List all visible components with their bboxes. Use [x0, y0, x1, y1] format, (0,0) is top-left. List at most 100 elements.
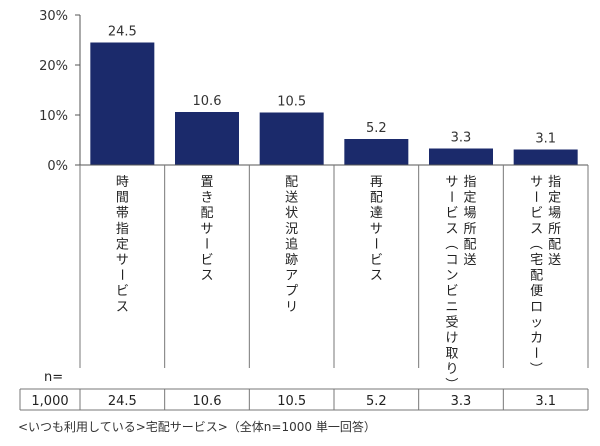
category-char: ビ	[445, 284, 458, 299]
value-labels: 24.5 10.6 10.5 5.2 3.3 3.1	[108, 25, 556, 147]
category-char: 取	[445, 347, 458, 362]
category-char: カ	[530, 331, 543, 346]
category-char: サ	[370, 222, 383, 237]
category-char: き	[200, 191, 213, 206]
category-char: ー	[113, 268, 128, 281]
chart-caption: <いつも利用している>宅配サービス>（全体n=1000 単一回答）	[18, 420, 376, 434]
category-char: 配	[530, 269, 543, 284]
data-table: n= 1,000 24.5 10.6 10.5 5.2 3.3 3.1	[19, 370, 589, 411]
category-char: ス	[445, 222, 458, 237]
value-label: 5.2	[366, 121, 387, 136]
bar	[259, 112, 324, 165]
value-label: 3.1	[535, 132, 556, 147]
category-char: 送	[548, 253, 561, 268]
category-char: ス	[116, 300, 129, 315]
category-char: 便	[530, 284, 543, 299]
category-char: ビ	[445, 206, 458, 221]
category-labels: 時間帯指定サービス置き配サービス配送状況追跡アプリ再配達サービス指定場所配送サー…	[113, 175, 561, 390]
y-tick-label: 10%	[39, 109, 68, 124]
category-char: 指	[548, 175, 561, 190]
category-char: ー	[528, 190, 543, 203]
table-cell-value: 3.3	[451, 394, 472, 409]
y-tick-label: 30%	[39, 9, 68, 24]
category-char: 跡	[285, 252, 298, 268]
category-char: （	[443, 237, 458, 250]
category-char: 配	[548, 237, 561, 252]
category-char: 配	[463, 237, 476, 252]
table-n-header: n=	[44, 370, 63, 385]
category-char: ー	[367, 237, 382, 250]
category-char: ス	[200, 269, 213, 284]
category-char: プ	[285, 284, 298, 299]
bar	[90, 42, 155, 165]
category-char: 定	[548, 191, 561, 206]
category-char: ー	[443, 190, 458, 203]
category-char: 追	[285, 236, 298, 252]
category-char: 時	[116, 175, 129, 190]
category-char: サ	[116, 253, 129, 268]
category-char: サ	[200, 222, 213, 237]
category-char: 定	[116, 237, 129, 252]
category-char: 所	[463, 222, 476, 237]
category-char: サ	[445, 175, 458, 190]
category-char: ）	[528, 362, 543, 375]
category-char: り	[445, 362, 458, 377]
category-char: 配	[285, 175, 298, 190]
value-label: 3.3	[451, 131, 472, 146]
category-char: 定	[463, 191, 476, 206]
category-char: ビ	[370, 253, 383, 268]
category-char: コ	[445, 253, 458, 268]
value-label: 24.5	[108, 25, 137, 40]
table-n-value: 1,000	[31, 394, 68, 409]
category-char: 況	[285, 222, 298, 237]
category-char: 指	[116, 222, 129, 237]
category-char: 受	[445, 315, 458, 330]
category-char: ）	[443, 377, 458, 390]
category-char: ア	[285, 269, 298, 284]
category-char: 配	[370, 191, 383, 206]
category-char: 場	[548, 206, 561, 221]
category-char: サ	[530, 175, 543, 190]
table-cell-value: 24.5	[108, 394, 137, 409]
category-char: 宅	[530, 253, 543, 268]
category-frame	[79, 164, 589, 368]
y-axis-ticks: 0% 10% 20% 30%	[39, 9, 80, 174]
category-char: ニ	[445, 300, 458, 315]
bar	[344, 139, 409, 165]
category-char: 指	[463, 175, 476, 190]
table-cell-value: 5.2	[366, 394, 387, 409]
category-char: 送	[285, 191, 298, 206]
category-char: ン	[445, 269, 458, 284]
table-cell-value: 10.5	[277, 394, 306, 409]
y-tick-label: 20%	[39, 59, 68, 74]
y-tick-label: 0%	[47, 159, 68, 174]
category-char: 間	[116, 191, 129, 206]
category-char: 場	[463, 206, 476, 221]
category-char: ビ	[200, 253, 213, 268]
table-cell-value: 3.1	[535, 394, 556, 409]
bars	[90, 42, 578, 165]
category-char: ビ	[530, 206, 543, 221]
category-char: 再	[370, 175, 383, 190]
category-char: 達	[370, 206, 383, 221]
bar	[513, 149, 578, 165]
value-label: 10.6	[193, 94, 222, 109]
category-char: 状	[285, 206, 298, 221]
category-char: ス	[530, 222, 543, 237]
category-char: ス	[370, 269, 383, 284]
category-char: ビ	[116, 284, 129, 299]
bar	[175, 112, 239, 165]
category-char: （	[528, 237, 543, 250]
category-char: け	[445, 331, 458, 346]
category-char: 送	[463, 253, 476, 268]
category-char: 帯	[116, 206, 129, 221]
category-char: 所	[548, 222, 561, 237]
bar	[429, 148, 493, 165]
category-char: ロ	[530, 300, 543, 315]
